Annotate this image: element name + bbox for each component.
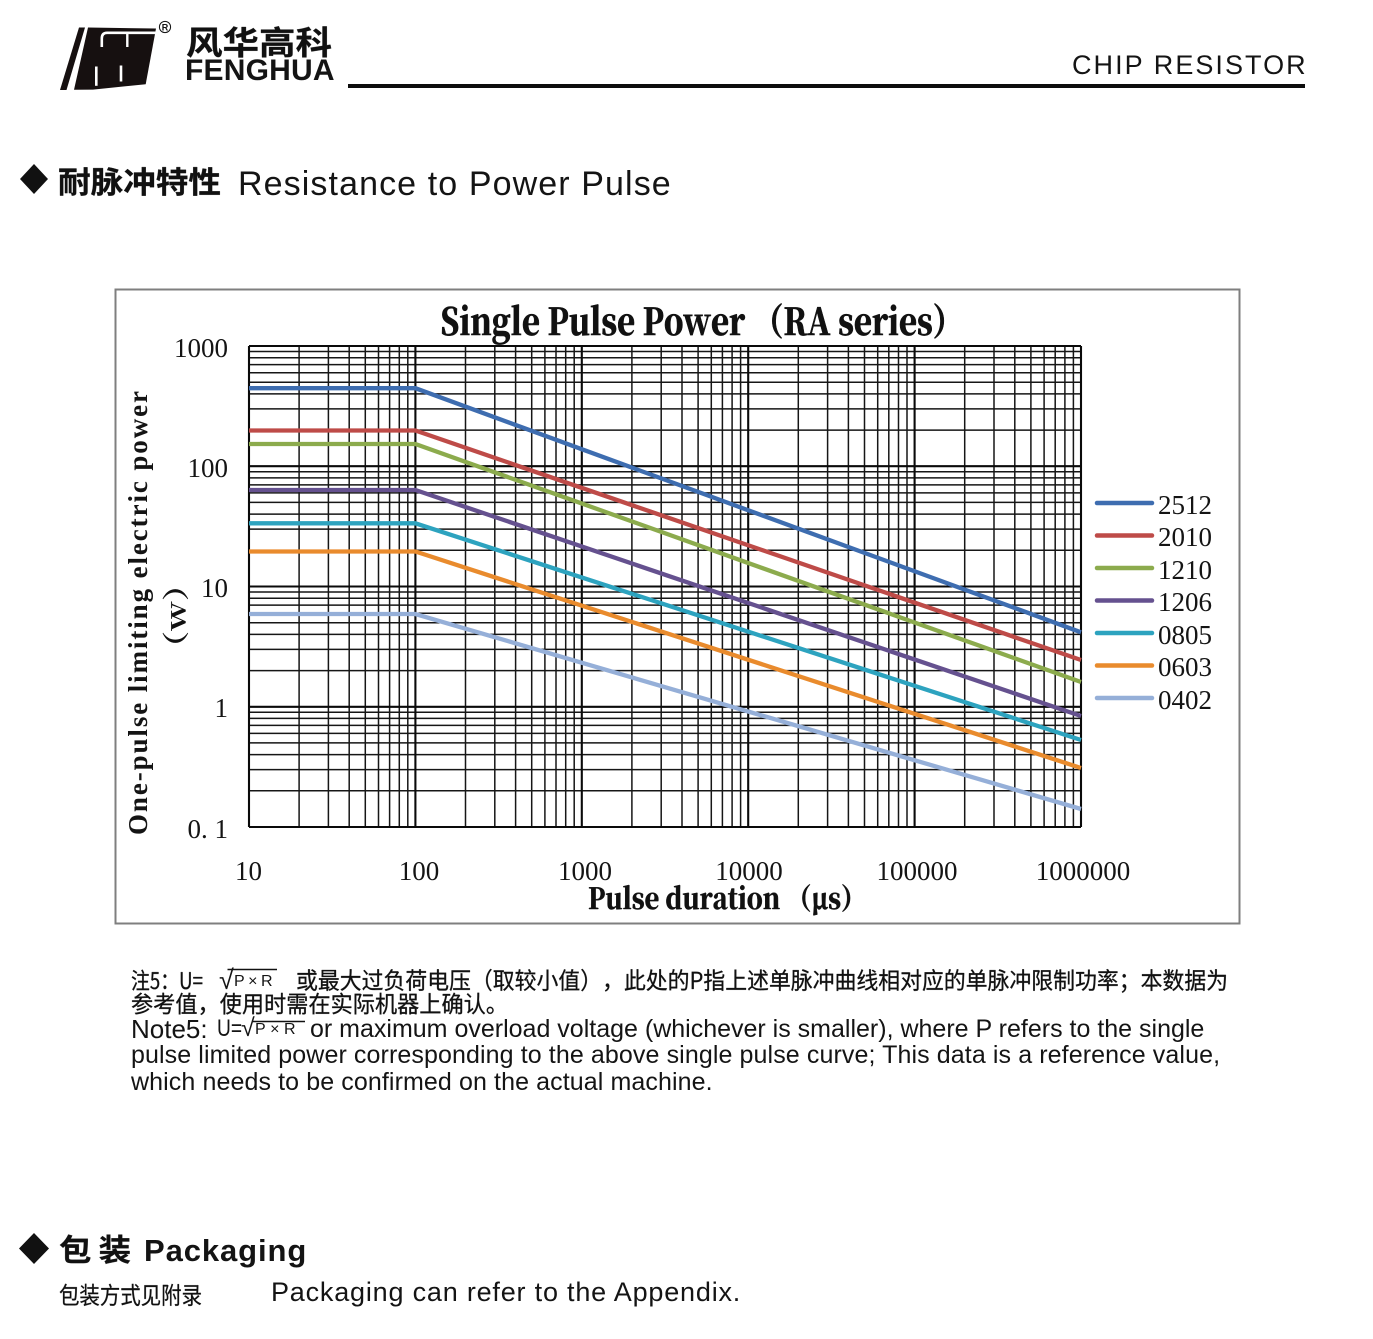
svg-text:R: R <box>162 23 169 33</box>
